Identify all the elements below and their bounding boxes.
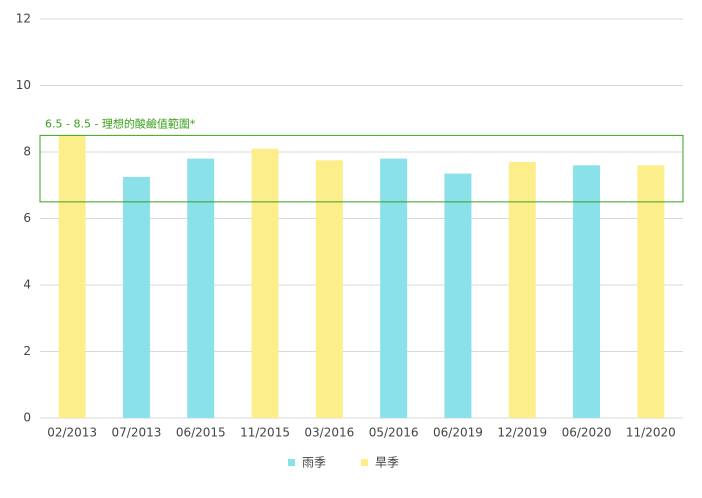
x-tick-label: 11/2015 bbox=[240, 426, 290, 440]
bar bbox=[58, 135, 86, 418]
y-tick-label: 4 bbox=[23, 278, 31, 292]
y-tick-label: 8 bbox=[23, 145, 31, 159]
x-tick-label: 05/2016 bbox=[369, 426, 419, 440]
bar bbox=[122, 176, 150, 418]
legend-marker bbox=[288, 459, 295, 466]
bar bbox=[637, 165, 665, 418]
bar bbox=[444, 173, 472, 418]
legend-label: 雨季 bbox=[302, 456, 326, 470]
bar bbox=[380, 158, 408, 418]
band-label: 6.5 - 8.5 - 理想的酸鹼值範圍* bbox=[45, 116, 196, 130]
bar bbox=[187, 158, 215, 418]
x-tick-label: 11/2020 bbox=[626, 426, 676, 440]
y-tick-label: 6 bbox=[23, 211, 31, 225]
bar bbox=[508, 161, 536, 418]
x-tick-label: 06/2019 bbox=[433, 426, 483, 440]
bar bbox=[315, 160, 343, 418]
bar bbox=[573, 165, 601, 418]
target-band bbox=[39, 134, 684, 203]
y-tick-label: 0 bbox=[23, 411, 31, 425]
x-tick-label: 06/2015 bbox=[176, 426, 226, 440]
y-tick-label: 2 bbox=[23, 344, 31, 358]
x-tick-label: 06/2020 bbox=[562, 426, 612, 440]
x-tick-label: 07/2013 bbox=[112, 426, 162, 440]
y-tick-label: 12 bbox=[16, 12, 31, 26]
bar bbox=[251, 148, 279, 419]
legend-marker bbox=[361, 459, 368, 466]
x-tick-label: 03/2016 bbox=[304, 426, 354, 440]
y-tick-label: 10 bbox=[16, 78, 31, 92]
legend-label: 旱季 bbox=[375, 456, 399, 470]
x-tick-label: 12/2019 bbox=[497, 426, 547, 440]
x-tick-label: 02/2013 bbox=[47, 426, 97, 440]
